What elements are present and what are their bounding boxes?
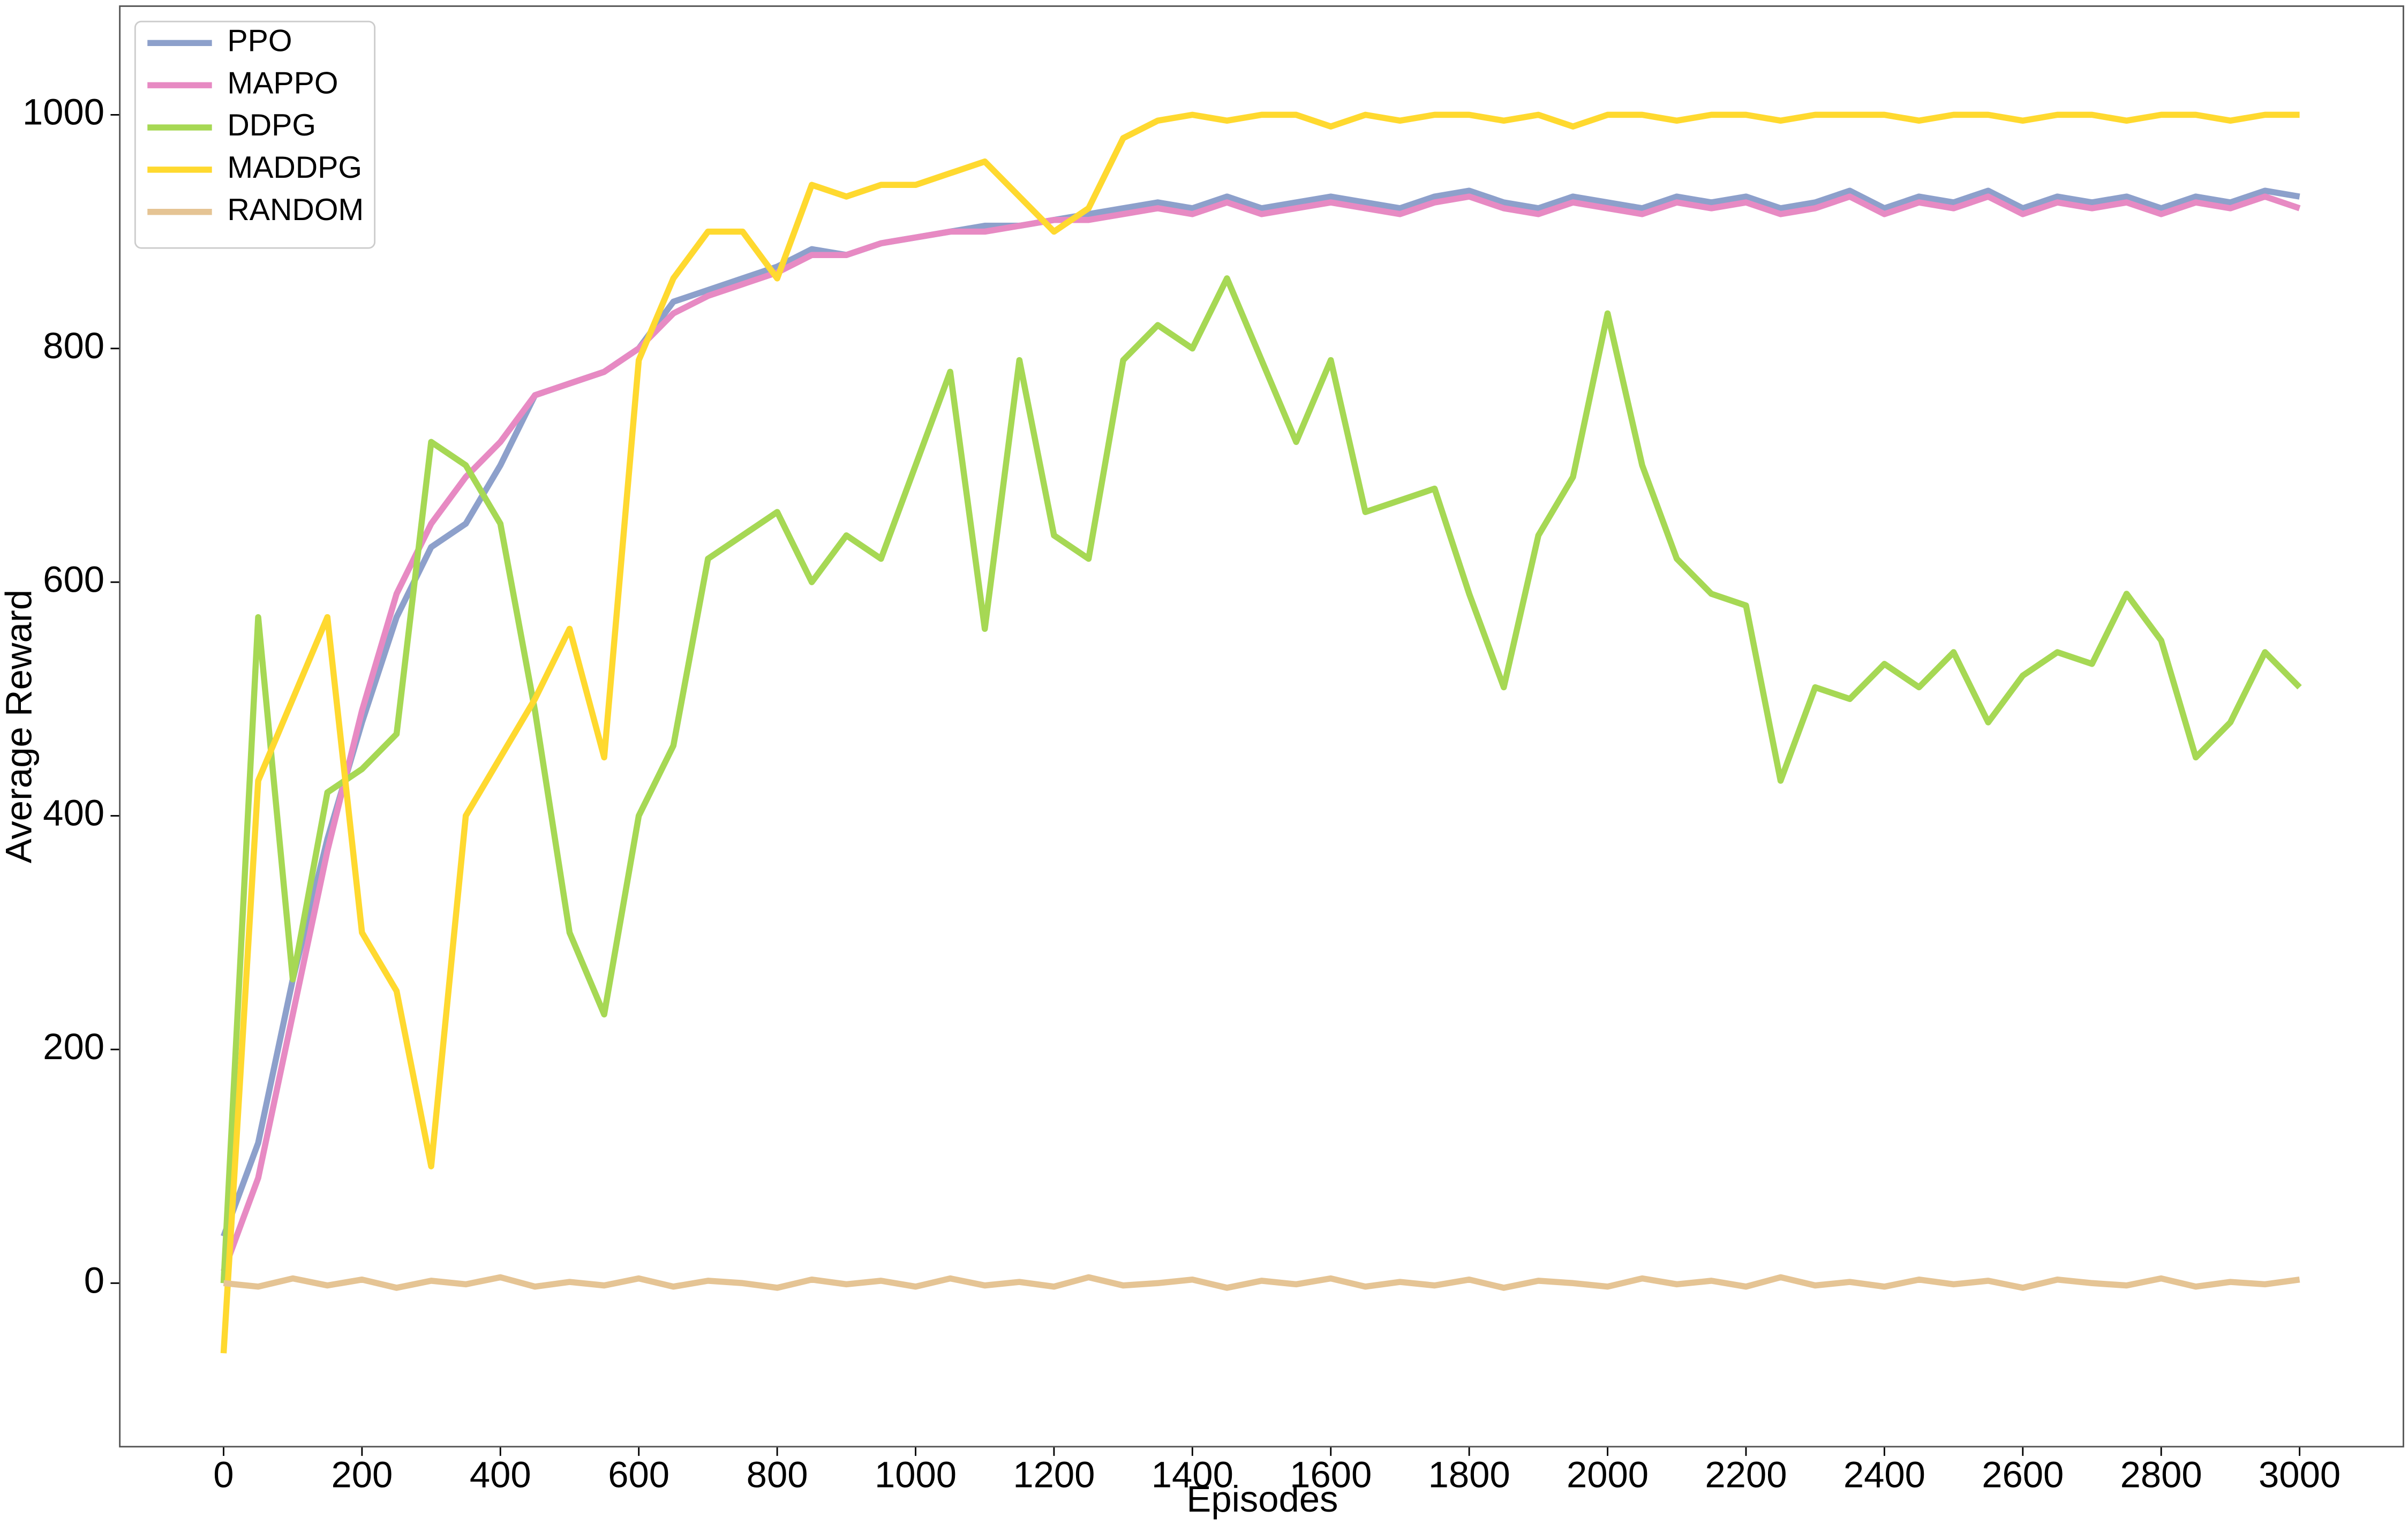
y-tick-label: 600 <box>43 558 104 600</box>
y-axis-label: Average Reward <box>0 590 39 863</box>
y-tick-label: 0 <box>84 1259 104 1301</box>
series-line <box>223 1274 2300 1291</box>
legend-label: MADDPG <box>227 150 362 185</box>
x-tick-label: 1600 <box>1290 1454 1372 1495</box>
x-tick-label: 1000 <box>875 1454 957 1495</box>
series-line <box>220 275 2302 1284</box>
legend-label: MAPPO <box>227 66 338 100</box>
x-tick-label: 2000 <box>1567 1454 1649 1495</box>
x-tick-label: 1800 <box>1428 1454 1510 1495</box>
x-tick-label: 800 <box>747 1454 808 1495</box>
plot-frame <box>119 5 2404 1448</box>
x-tick-label: 2400 <box>1843 1454 1925 1495</box>
series-line <box>220 111 2300 1354</box>
y-tick-label: 200 <box>43 1026 104 1067</box>
x-tick-label: 1400 <box>1152 1454 1233 1495</box>
legend-label: DDPG <box>227 108 316 142</box>
x-tick-label: 3000 <box>2259 1454 2341 1495</box>
y-tick-label: 800 <box>43 325 104 366</box>
x-tick-label: 2200 <box>1705 1454 1787 1495</box>
x-tick-label: 1200 <box>1013 1454 1095 1495</box>
x-tick-label: 2600 <box>1982 1454 2064 1495</box>
y-tick-label: 1000 <box>22 92 104 133</box>
legend-label: RANDOM <box>227 193 364 227</box>
legend-box <box>134 20 376 249</box>
x-tick-label: 600 <box>608 1454 669 1495</box>
x-tick-label: 0 <box>213 1454 234 1495</box>
x-tick-label: 400 <box>470 1454 531 1495</box>
x-tick-label: 200 <box>331 1454 393 1495</box>
x-tick-label: 2800 <box>2120 1454 2202 1495</box>
y-tick-label: 400 <box>43 792 104 834</box>
legend-label: PPO <box>227 24 292 58</box>
series-line <box>221 193 2301 1273</box>
x-axis-label: Episodes <box>1186 1478 1338 1520</box>
